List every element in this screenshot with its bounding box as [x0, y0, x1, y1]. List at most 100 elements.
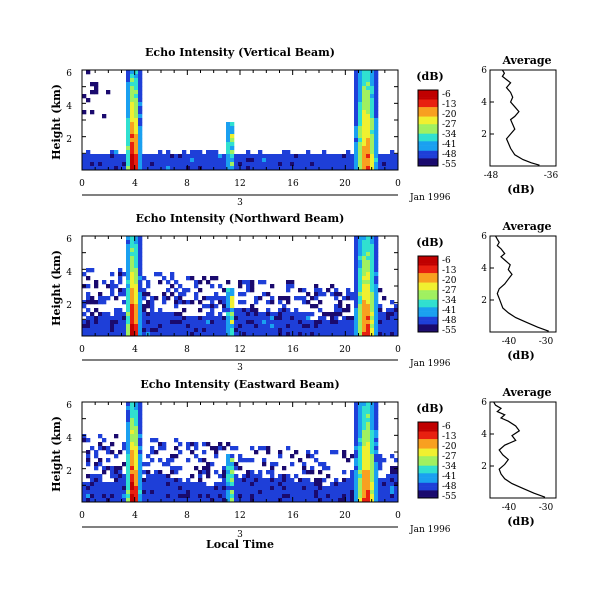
heatmap-cell	[118, 474, 123, 479]
heatmap-cell	[278, 320, 283, 325]
heatmap-cell	[170, 494, 175, 499]
heatmap-cell	[278, 332, 283, 337]
heatmap-cell	[362, 312, 367, 317]
heatmap-cell	[278, 154, 283, 159]
heatmap-cell	[218, 474, 223, 479]
heatmap-cell	[238, 284, 243, 289]
heatmap-cell	[130, 284, 135, 289]
heatmap-cell	[154, 490, 159, 495]
heatmap-cell	[362, 296, 367, 301]
heatmap-cell	[274, 324, 279, 329]
heatmap-cell	[222, 466, 227, 471]
heatmap-cell	[138, 90, 143, 95]
heatmap-cell	[366, 470, 371, 475]
heatmap-cell	[366, 332, 371, 337]
heatmap-cell	[250, 446, 255, 451]
heatmap-cell	[314, 154, 319, 159]
heatmap-cell	[226, 486, 231, 491]
heatmap-ticks-northward	[81, 235, 399, 337]
heatmap-cell	[194, 486, 199, 491]
heatmap-cell	[282, 466, 287, 471]
heatmap-cell	[362, 114, 367, 119]
heatmap-cell	[394, 486, 399, 491]
heatmap-cell	[126, 106, 131, 111]
heatmap-cell	[190, 486, 195, 491]
heatmap-cell	[178, 158, 183, 163]
heatmap-cell	[350, 296, 355, 301]
heatmap-cell	[334, 312, 339, 317]
heatmap-cell	[86, 70, 91, 75]
heatmap-cell	[314, 284, 319, 289]
avg-profile-vertical: 246	[481, 66, 557, 167]
colorbar-segment	[418, 292, 438, 295]
heatmap-cell	[358, 138, 363, 143]
heatmap-cell	[390, 474, 395, 479]
colorbar-tick-label: -34	[442, 296, 457, 306]
heatmap-cell	[118, 494, 123, 499]
heatmap-cell	[202, 296, 207, 301]
heatmap-cell	[90, 328, 95, 333]
colorbar-segment	[418, 90, 438, 93]
heatmap-cell	[126, 102, 131, 107]
heatmap-cell	[106, 458, 111, 463]
heatmap-cell	[134, 406, 139, 411]
heatmap-cell	[246, 470, 251, 475]
heatmap-cell	[342, 316, 347, 321]
heatmap-cell	[354, 434, 359, 439]
heatmap-cell	[362, 402, 367, 407]
heatmap-cell	[206, 494, 211, 499]
heatmap-cell	[134, 478, 139, 483]
heatmap-cell	[162, 154, 167, 159]
heatmap-cell	[234, 474, 239, 479]
heatmap-cell	[126, 150, 131, 155]
heatmap-cell	[338, 162, 343, 167]
heatmap-cell	[378, 478, 383, 483]
heatmap-cell	[390, 328, 395, 333]
colorbar-segment	[418, 465, 438, 468]
heatmap-cell	[90, 158, 95, 163]
heatmap-cell	[222, 482, 227, 487]
heatmap-cell	[134, 90, 139, 95]
heatmap-cell	[166, 150, 171, 155]
heatmap-cell	[162, 320, 167, 325]
heatmap-cell	[106, 154, 111, 159]
heatmap-cell	[230, 312, 235, 317]
heatmap-cell	[82, 328, 87, 333]
heatmap-cell	[174, 162, 179, 167]
heatmap-cell	[154, 486, 159, 491]
heatmap-cell	[374, 426, 379, 431]
heatmap-cell	[130, 414, 135, 419]
heatmap-cell	[90, 154, 95, 159]
heatmap-cell	[362, 70, 367, 75]
heatmap-cell	[314, 166, 319, 171]
colorbar-segment	[418, 303, 438, 306]
heatmap-cell	[94, 450, 99, 455]
heatmap-cell	[374, 154, 379, 159]
heatmap-cell	[314, 288, 319, 293]
heatmap-cell	[114, 316, 119, 321]
heatmap-cell	[130, 308, 135, 313]
heatmap-cell	[350, 166, 355, 171]
heatmap-cell	[134, 462, 139, 467]
heatmap-cell	[362, 288, 367, 293]
heatmap-cell	[286, 296, 291, 301]
heatmap-cell	[130, 166, 135, 171]
heatmap-cell	[150, 474, 155, 479]
heatmap-cell	[130, 434, 135, 439]
heatmap-cell	[362, 158, 367, 163]
heatmap-cell	[182, 300, 187, 305]
colorbar-segment	[418, 286, 438, 289]
heatmap-cell	[126, 236, 131, 241]
heatmap-cell	[126, 122, 131, 127]
heatmap-cell	[230, 478, 235, 483]
heatmap-cell	[146, 300, 151, 305]
heatmap-cell	[130, 316, 135, 321]
heatmap-cell	[138, 142, 143, 147]
heatmap-cell	[374, 138, 379, 143]
heatmap-cell	[186, 478, 191, 483]
avg-title-eastward: Average	[501, 386, 551, 399]
heatmap-cell	[190, 474, 195, 479]
heatmap-cell	[258, 494, 263, 499]
heatmap-cell	[226, 146, 231, 151]
heatmap-cell	[306, 312, 311, 317]
